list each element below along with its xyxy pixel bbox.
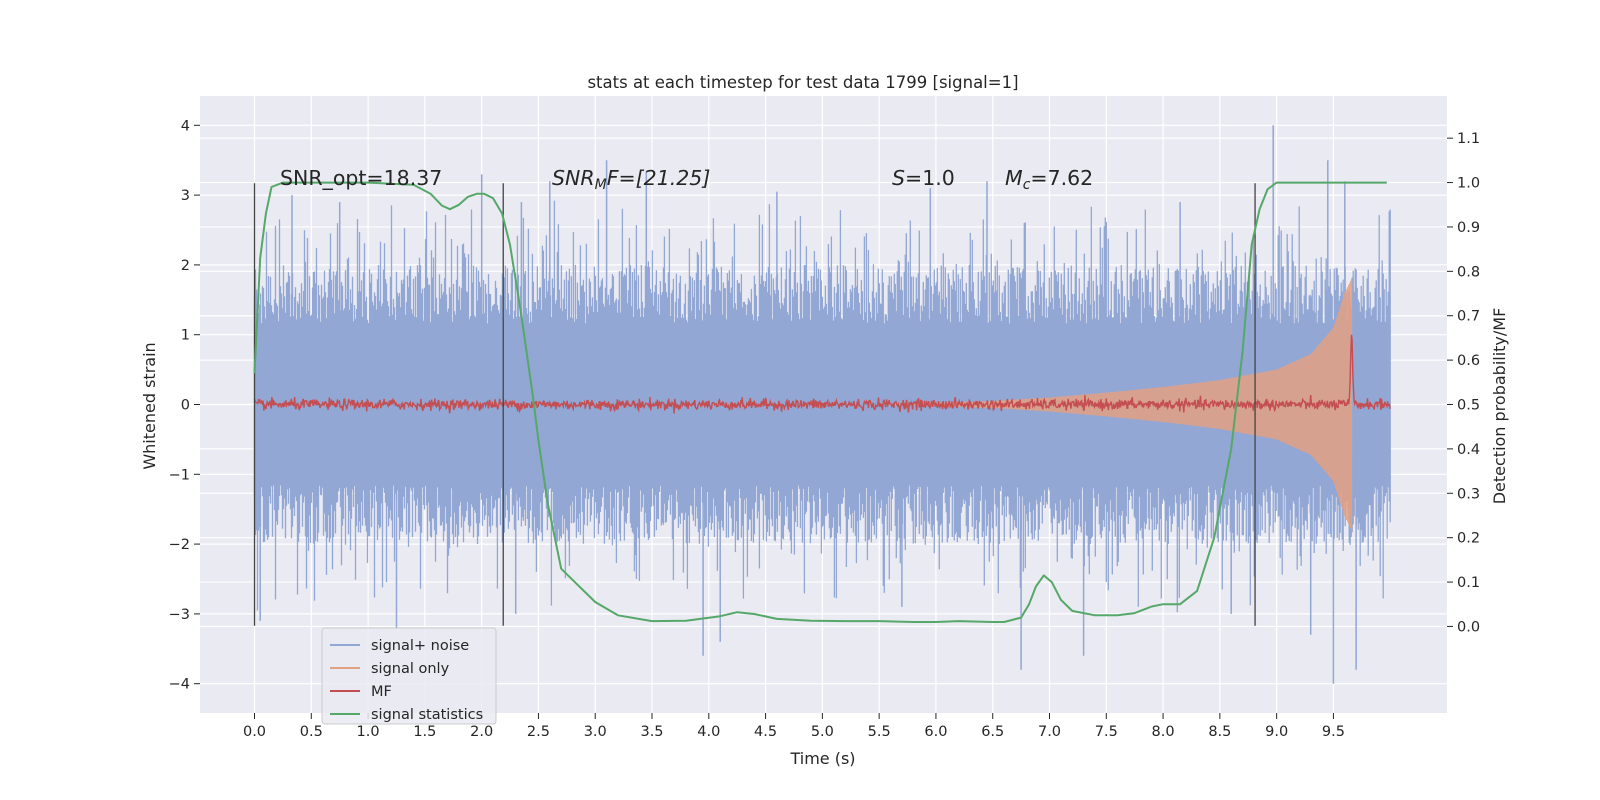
y-left-tick-label-0: −4	[169, 677, 190, 693]
y-right-tick-label-5: 0.5	[1457, 398, 1480, 414]
x-tick-label-3: 1.5	[413, 724, 436, 740]
x-tick-label-15: 7.5	[1095, 724, 1118, 740]
y-left-tick-label-7: 3	[181, 188, 190, 204]
y-left-tick-label-5: 1	[181, 328, 190, 344]
y-right-axis-ticks: 0.0 0.1 0.2 0.3 0.4 0.5 0.6 0.7 0.8 0.9 1.0 1.1	[1447, 131, 1480, 635]
x-tick-label-8: 4.0	[697, 724, 720, 740]
y-left-tick-label-1: −3	[169, 607, 190, 623]
y-right-tick-label-0: 0.0	[1457, 619, 1480, 635]
y-left-tick-label-8: 4	[181, 118, 190, 134]
legend-label-signal-statistics: signal statistics	[371, 707, 483, 723]
x-tick-label-0: 0.0	[243, 724, 266, 740]
annotation-mc: Mc=7.62	[1005, 166, 1093, 193]
y-right-tick-label-3: 0.3	[1457, 486, 1480, 502]
x-tick-label-1: 0.5	[300, 724, 323, 740]
x-tick-label-7: 3.5	[640, 724, 663, 740]
vertical-markers	[253, 183, 1256, 626]
y-right-tick-label-10: 1.0	[1457, 176, 1480, 192]
y-right-axis-label: Detection probability/MF	[1490, 308, 1509, 505]
legend-label-signal-only: signal only	[371, 661, 450, 677]
y-right-tick-label-8: 0.8	[1457, 264, 1480, 280]
annotation-s: S=1.0	[892, 166, 955, 190]
annotation-snr-mf-f: F=[21.25]	[607, 166, 711, 190]
y-right-tick-label-1: 0.1	[1457, 575, 1480, 591]
x-axis-ticks: 0.0 0.5 1.0 1.5 2.0 2.5 3.0 3.5 4.0 4.5 5.0 5.5 6.0 6…	[243, 713, 1345, 740]
y-right-tick-label-6: 0.6	[1457, 353, 1480, 369]
annotation-s-base: S	[892, 166, 905, 190]
y-left-tick-label-2: −2	[169, 537, 190, 553]
annotation-snr-opt: SNR_opt=18.37	[280, 166, 442, 191]
mf-trace	[253, 334, 1391, 414]
signal-statistics-trace	[253, 181, 1387, 623]
legend: signal+ noise signal only MF signal statist…	[321, 627, 497, 725]
plot-content	[253, 125, 1391, 684]
y-right-tick-label-11: 1.1	[1457, 131, 1480, 147]
annotation-mc-base: M	[1005, 166, 1023, 190]
x-tick-label-19: 9.5	[1322, 724, 1345, 740]
legend-label-mf: MF	[371, 684, 392, 700]
x-tick-label-14: 7.0	[1038, 724, 1061, 740]
y-right-tick-label-9: 0.9	[1457, 220, 1480, 236]
x-tick-label-9: 4.5	[754, 724, 777, 740]
y-left-axis-label: Whitened strain	[140, 342, 159, 469]
x-tick-label-11: 5.5	[868, 724, 891, 740]
x-tick-label-16: 8.0	[1152, 724, 1175, 740]
x-tick-label-4: 2.0	[470, 724, 493, 740]
y-right-tick-label-4: 0.4	[1457, 442, 1480, 458]
y-right-tick-label-2: 0.2	[1457, 531, 1480, 547]
x-tick-label-10: 5.0	[811, 724, 834, 740]
x-axis-label: Time (s)	[789, 749, 855, 768]
series-signal-statistics	[253, 181, 1387, 623]
chart-title: stats at each timestep for test data 179…	[587, 73, 1018, 92]
signal-noise-peaks	[259, 125, 1357, 684]
x-tick-label-2: 1.0	[357, 724, 380, 740]
y-right-tick-label-7: 0.7	[1457, 309, 1480, 325]
y-left-tick-label-4: 0	[181, 398, 190, 414]
annotation-snr-mf-sub: M	[595, 177, 607, 193]
x-tick-label-5: 2.5	[527, 724, 550, 740]
annotation-s-value: =1.0	[905, 166, 955, 190]
annotation-snr-mf-base: SNR	[552, 166, 595, 190]
y-left-tick-label-3: −1	[169, 467, 190, 483]
annotation-mc-sub: c	[1023, 177, 1031, 193]
series-mf	[253, 334, 1391, 414]
y-left-tick-label-6: 2	[181, 258, 190, 274]
x-tick-label-12: 6.0	[924, 724, 947, 740]
x-tick-label-13: 6.5	[981, 724, 1004, 740]
legend-label-signal-noise: signal+ noise	[371, 638, 469, 654]
annotation-mc-value: =7.62	[1030, 166, 1093, 190]
x-tick-label-17: 8.5	[1208, 724, 1231, 740]
legend-box	[321, 627, 497, 725]
x-tick-label-6: 3.0	[584, 724, 607, 740]
annotation-snr-mf: SNRMF=[21.25]	[552, 166, 710, 193]
y-left-axis-ticks: −4 −3 −2 −1 0 1 2 3 4	[169, 118, 200, 693]
x-tick-label-18: 9.0	[1265, 724, 1288, 740]
